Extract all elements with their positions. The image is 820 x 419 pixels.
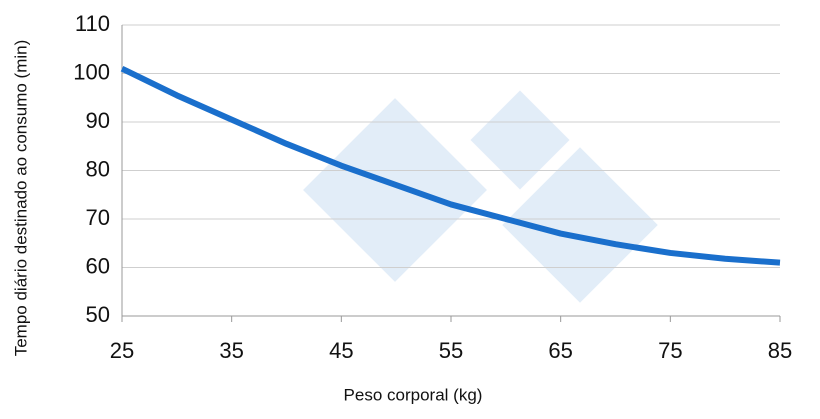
data-line <box>120 65 781 266</box>
x-tick-label: 55 <box>439 338 463 363</box>
x-tick-label: 75 <box>658 338 682 363</box>
watermark-diamond <box>502 147 658 303</box>
y-tick-label: 90 <box>86 108 110 133</box>
y-axis-title: Tempo diário destinado ao consumo (min) <box>11 40 30 357</box>
y-tick-label: 60 <box>86 253 110 278</box>
watermark-diamond <box>470 90 570 190</box>
x-tick-label: 85 <box>768 338 792 363</box>
x-tick-label: 35 <box>219 338 243 363</box>
watermark-diamond <box>303 98 487 282</box>
y-tick-label: 70 <box>86 205 110 230</box>
y-tick-label: 50 <box>86 302 110 327</box>
x-tick-label: 65 <box>548 338 572 363</box>
x-tick-label: 45 <box>329 338 353 363</box>
x-axis-title: Peso corporal (kg) <box>344 385 483 404</box>
y-tick-label: 110 <box>75 11 110 36</box>
y-tick-label: 100 <box>73 59 110 84</box>
x-tick-label: 25 <box>110 338 134 363</box>
y-tick-label: 80 <box>86 156 110 181</box>
